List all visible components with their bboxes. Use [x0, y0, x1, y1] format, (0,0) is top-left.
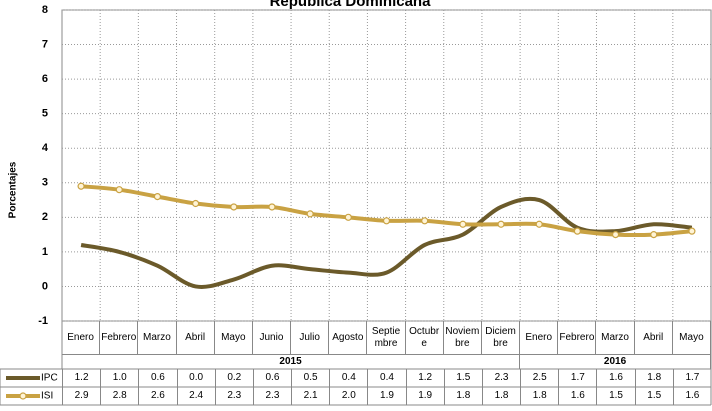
year-cell: 2015 [62, 355, 521, 369]
category-cell: Mayo [214, 321, 253, 355]
marker [573, 227, 581, 235]
category-cell: Abril [634, 321, 673, 355]
category-cell: Julio [291, 321, 330, 355]
data-table-cell: 2.0 [329, 387, 367, 405]
data-table-cell: 0.6 [138, 369, 176, 387]
marker [421, 217, 429, 225]
legend-label: IPC [41, 373, 58, 384]
category-cell: Noviembre [443, 321, 482, 355]
category-cell: Marzo [138, 321, 177, 355]
category-cell: Diciembre [481, 321, 521, 355]
marker [382, 217, 391, 225]
marker [192, 199, 200, 208]
y-tick-label: 8 [42, 4, 48, 16]
category-cell: Marzo [596, 321, 635, 355]
category-cell: Febrero [558, 321, 597, 355]
marker [459, 220, 467, 228]
legend-label: ISI [41, 391, 53, 402]
marker [688, 227, 696, 235]
data-table-cell: 1.9 [367, 387, 405, 405]
data-table-cell: 1.6 [672, 387, 711, 405]
marker [650, 231, 658, 239]
marker [115, 186, 123, 194]
y-tick-label: 3 [42, 177, 48, 189]
data-table-cell: 2.3 [481, 369, 520, 387]
data-table-cell: 1.6 [558, 387, 596, 405]
category-cell: Junio [252, 321, 292, 355]
y-tick-label: -1 [38, 315, 48, 327]
marker [306, 210, 314, 218]
data-table-cell: 1.2 [405, 369, 444, 387]
marker [268, 203, 276, 211]
y-tick-label: 0 [42, 280, 48, 292]
data-table-cell: 2.8 [100, 387, 138, 405]
marker [497, 220, 505, 228]
data-table-cell: 0.4 [367, 369, 405, 387]
y-tick-label: 6 [42, 73, 48, 85]
data-table-cell: 2.4 [176, 387, 215, 405]
category-cell: Mayo [672, 321, 711, 355]
series-line [80, 184, 693, 238]
y-tick-label: 5 [42, 108, 48, 120]
data-table-cell: 2.9 [62, 387, 100, 405]
category-cell: Enero [520, 321, 559, 355]
data-table-cell: 1.5 [634, 387, 673, 405]
year-cell: 2016 [520, 355, 711, 369]
legend-marker [19, 392, 27, 400]
data-table-cell: 1.6 [596, 369, 634, 387]
marker [230, 203, 238, 211]
y-tick-label: 2 [42, 211, 48, 223]
data-table-cell: 2.3 [252, 387, 291, 405]
data-table-cell: 1.0 [100, 369, 138, 387]
data-table-cell: 1.8 [481, 387, 520, 405]
category-cell: Enero [62, 321, 101, 355]
data-table-cell: 0.4 [329, 369, 367, 387]
data-table-cell: 1.2 [62, 369, 100, 387]
data-table-cell: 1.9 [405, 387, 444, 405]
category-cell: Octubre [405, 321, 444, 355]
marker [153, 193, 162, 201]
marker [535, 220, 543, 228]
y-tick-label: 1 [42, 246, 48, 258]
category-cell: Abril [176, 321, 215, 355]
data-table-cell: 0.0 [176, 369, 215, 387]
data-table-cell: 2.5 [520, 369, 558, 387]
data-table-cell: 0.6 [252, 369, 291, 387]
data-table-cell: 1.7 [672, 369, 711, 387]
marker [611, 231, 620, 239]
category-cell: Agosto [329, 321, 368, 355]
data-table-cell: 2.1 [291, 387, 329, 405]
category-cell: Septiembre [367, 321, 406, 355]
data-table-cell: 0.2 [214, 369, 253, 387]
data-table-cell: 1.7 [558, 369, 596, 387]
chart-title: República Dominicana [270, 0, 432, 10]
data-table-cell: 1.8 [520, 387, 558, 405]
data-table-cell: 1.8 [634, 369, 673, 387]
data-table-cell: 2.3 [214, 387, 253, 405]
marker [344, 213, 352, 221]
data-table-cell: 0.5 [291, 369, 329, 387]
y-axis-label: Porcentajes [8, 161, 19, 218]
data-table-cell: 2.6 [138, 387, 176, 405]
category-cell: Febrero [100, 321, 139, 355]
data-table-cell: 1.5 [443, 369, 482, 387]
marker [77, 182, 85, 190]
series-line [80, 196, 693, 289]
data-table-cell: 1.8 [443, 387, 482, 405]
data-table-cell: 1.5 [596, 387, 634, 405]
y-tick-label: 7 [42, 38, 48, 50]
y-tick-label: 4 [42, 142, 49, 154]
